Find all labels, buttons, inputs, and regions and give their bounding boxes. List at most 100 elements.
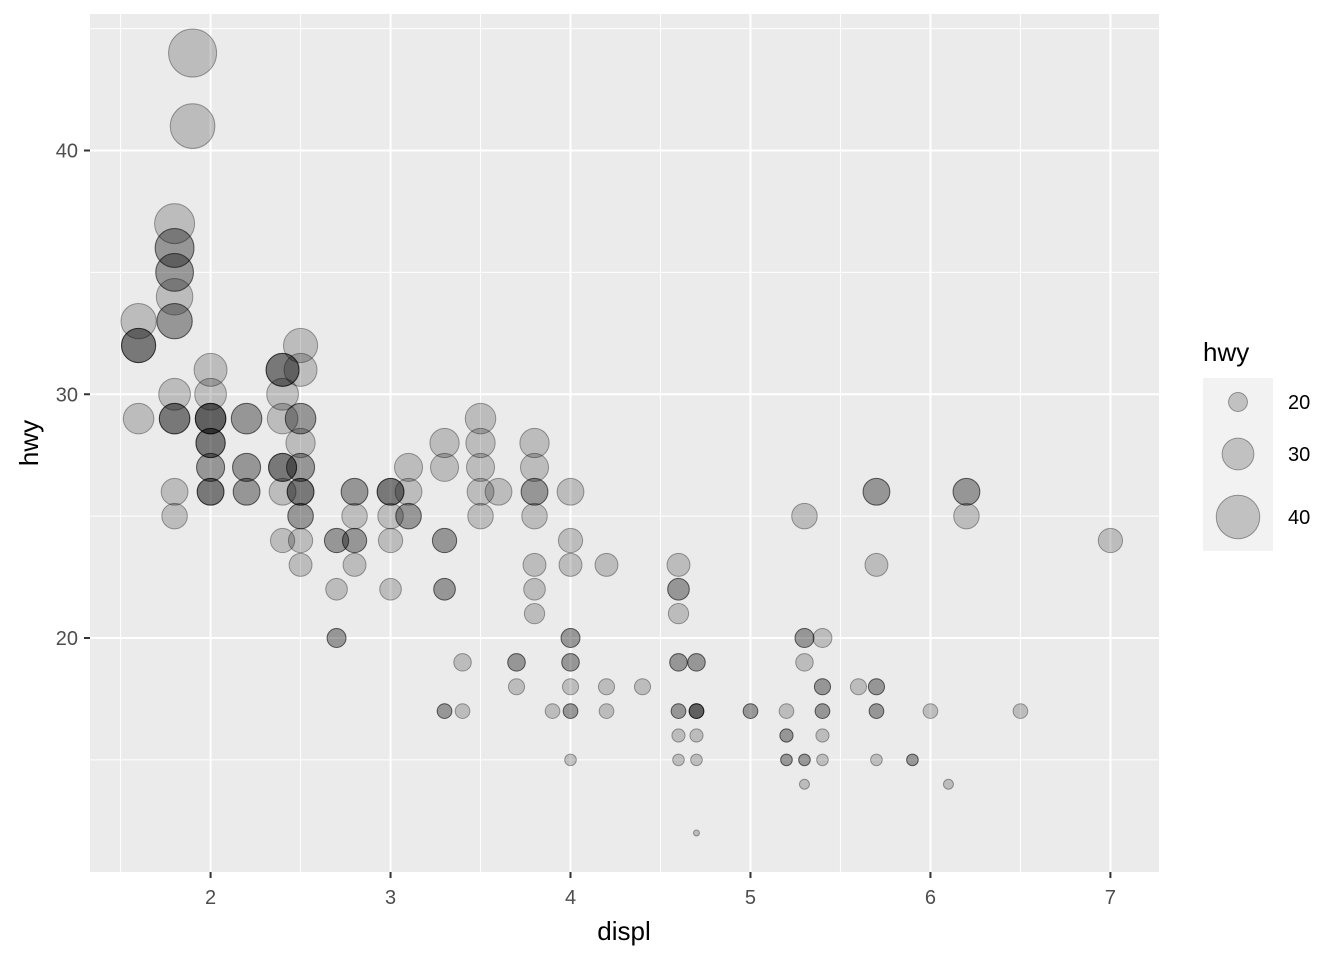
data-point bbox=[670, 703, 687, 719]
legend-key-background bbox=[1203, 378, 1273, 551]
data-point bbox=[376, 477, 405, 506]
x-tick-label: 5 bbox=[745, 887, 756, 909]
data-point bbox=[326, 628, 347, 648]
data-point bbox=[342, 552, 367, 577]
data-point bbox=[268, 452, 298, 482]
data-point bbox=[196, 452, 226, 482]
data-point bbox=[158, 402, 191, 435]
data-point bbox=[155, 253, 194, 292]
data-point bbox=[325, 577, 348, 601]
data-point bbox=[195, 427, 226, 459]
data-point bbox=[507, 653, 526, 672]
data-point bbox=[286, 452, 316, 482]
data-point bbox=[194, 402, 227, 435]
data-point bbox=[121, 327, 157, 364]
data-point bbox=[467, 502, 494, 530]
x-tick-label: 2 bbox=[205, 887, 216, 909]
data-point bbox=[268, 452, 298, 482]
data-point bbox=[862, 477, 891, 506]
data-point bbox=[194, 402, 227, 435]
legend-title: hwy bbox=[1203, 337, 1249, 367]
data-point bbox=[868, 703, 885, 719]
data-point bbox=[672, 753, 685, 767]
data-point bbox=[121, 327, 157, 364]
data-point bbox=[283, 352, 318, 387]
data-point bbox=[562, 703, 579, 719]
data-point bbox=[454, 703, 471, 719]
minor-grid bbox=[90, 14, 1159, 872]
x-axis-title: displ bbox=[597, 916, 650, 946]
data-point bbox=[323, 527, 350, 554]
data-point bbox=[689, 728, 704, 743]
data-point bbox=[395, 502, 422, 530]
data-point bbox=[341, 527, 368, 554]
data-point bbox=[815, 728, 830, 743]
data-point bbox=[779, 728, 794, 743]
data-point bbox=[194, 402, 227, 435]
y-tick-label: 20 bbox=[56, 628, 78, 650]
legend-label: 20 bbox=[1288, 392, 1310, 414]
data-point bbox=[377, 527, 404, 554]
data-point bbox=[286, 477, 315, 506]
data-point bbox=[195, 427, 226, 459]
data-point bbox=[341, 527, 368, 554]
data-point bbox=[519, 452, 550, 482]
data-point bbox=[268, 477, 297, 506]
x-tick-label: 7 bbox=[1105, 887, 1116, 909]
data-point bbox=[798, 753, 811, 767]
data-point bbox=[465, 452, 496, 482]
data-point bbox=[906, 753, 919, 767]
data-point bbox=[688, 703, 705, 719]
data-point bbox=[288, 552, 313, 577]
data-point bbox=[597, 678, 616, 696]
data-point bbox=[868, 703, 885, 719]
data-point bbox=[906, 753, 919, 767]
data-point bbox=[688, 703, 705, 719]
data-point bbox=[287, 502, 314, 530]
data-point bbox=[436, 703, 453, 719]
data-point bbox=[942, 778, 954, 790]
data-point bbox=[377, 502, 404, 530]
data-point bbox=[667, 577, 690, 601]
y-axis: 20 30 40 bbox=[56, 141, 90, 650]
data-point bbox=[794, 628, 815, 648]
data-point bbox=[791, 502, 818, 530]
x-axis: 2 3 4 5 6 7 bbox=[205, 872, 1116, 909]
data-point bbox=[160, 477, 189, 506]
data-point bbox=[232, 477, 261, 506]
data-point bbox=[687, 653, 706, 672]
x-tick-label: 4 bbox=[565, 887, 576, 909]
data-point bbox=[282, 327, 319, 364]
data-point bbox=[268, 452, 298, 482]
data-point bbox=[158, 377, 191, 411]
data-point bbox=[1097, 527, 1124, 554]
data-point bbox=[340, 477, 369, 506]
data-point bbox=[814, 703, 831, 719]
major-grid bbox=[90, 14, 1159, 872]
data-point bbox=[867, 678, 886, 696]
data-point bbox=[670, 703, 687, 719]
legend-key-circle bbox=[1221, 437, 1255, 471]
data-point bbox=[232, 452, 262, 482]
data-point bbox=[557, 527, 584, 554]
data-point bbox=[168, 28, 218, 78]
data-point bbox=[465, 427, 496, 459]
data-point bbox=[813, 678, 832, 696]
data-point bbox=[870, 753, 883, 767]
x-tick-label: 3 bbox=[385, 887, 396, 909]
data-point bbox=[230, 402, 263, 435]
data-point bbox=[169, 103, 216, 149]
data-point bbox=[269, 527, 296, 554]
data-point bbox=[692, 829, 700, 837]
data-point bbox=[952, 477, 981, 506]
data-point bbox=[232, 452, 262, 482]
data-point bbox=[952, 477, 981, 506]
x-tick-label: 6 bbox=[925, 887, 936, 909]
data-point bbox=[556, 477, 585, 506]
data-point bbox=[507, 653, 526, 672]
data-point bbox=[376, 477, 405, 506]
data-point bbox=[688, 703, 705, 719]
data-point bbox=[430, 452, 460, 482]
data-point bbox=[155, 277, 194, 316]
